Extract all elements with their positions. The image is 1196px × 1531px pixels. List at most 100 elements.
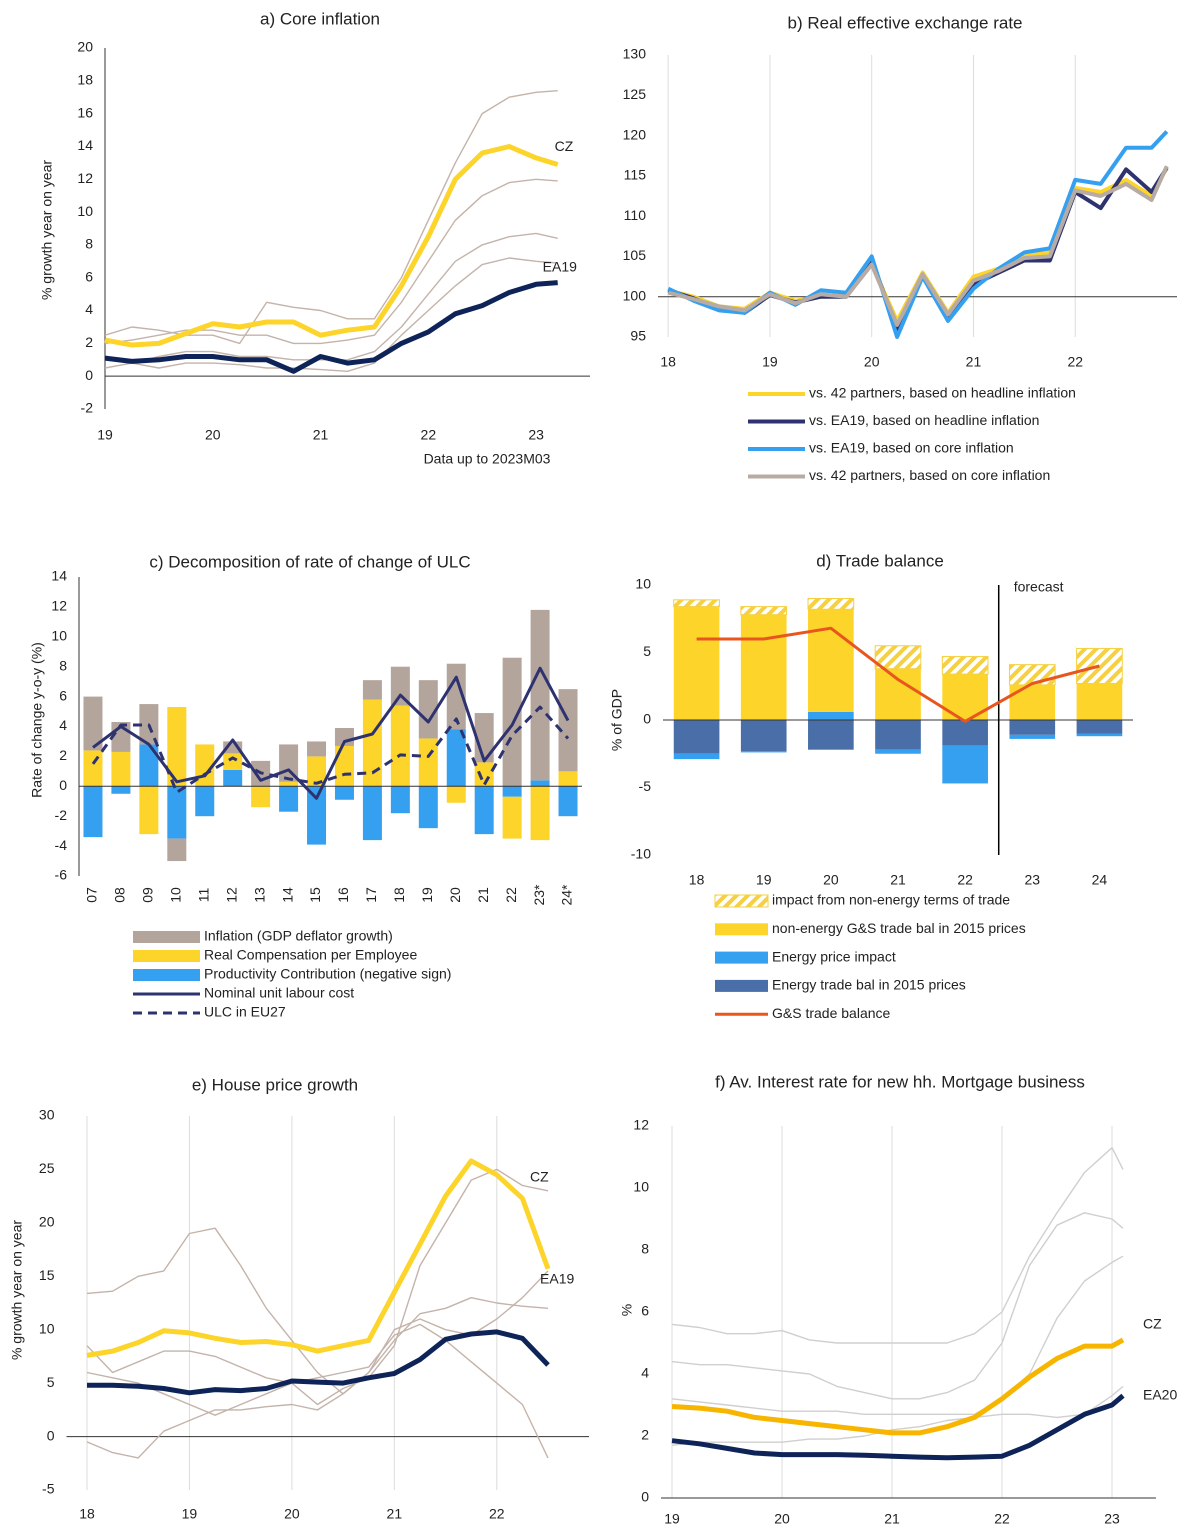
series-line [104, 257, 558, 372]
bar-segment [1076, 733, 1123, 737]
bar-segment [740, 751, 787, 753]
legend-label: non-energy G&S trade bal in 2015 prices [772, 920, 1026, 936]
series-line [671, 1393, 1125, 1461]
y-tick-label: 10 [635, 576, 651, 592]
x-tick-label: 23* [531, 884, 547, 906]
bar-segment [83, 696, 103, 751]
bar-segment [167, 838, 187, 862]
y-tick-label: 10 [77, 203, 93, 219]
x-tick-label: 21 [387, 1506, 403, 1522]
x-tick-label: 14 [279, 887, 295, 903]
bar-segment [139, 744, 159, 787]
series-label: EA20 [1143, 1386, 1177, 1402]
y-tick-label: 14 [77, 137, 93, 153]
bar-segment [334, 786, 354, 800]
legend-label: G&S trade balance [772, 1005, 891, 1021]
legend-label: vs. EA19, based on core inflation [809, 440, 1014, 456]
bar-segment [1076, 683, 1123, 720]
chart-title: b) Real effective exchange rate [788, 13, 1023, 32]
legend-label: vs. 42 partners, based on core inflation [809, 467, 1050, 483]
bar-segment [279, 781, 299, 787]
bar-segment [167, 707, 187, 787]
y-tick-label: -6 [55, 867, 68, 883]
y-tick-label: 120 [623, 126, 647, 142]
x-tick-label: 21 [966, 354, 982, 370]
series-line [104, 90, 558, 345]
y-tick-label: 10 [39, 1320, 55, 1336]
x-tick-label: 18 [79, 1506, 95, 1522]
chart-title: d) Trade balance [816, 551, 944, 570]
x-tick-label: 09 [140, 887, 156, 903]
bar-segment [474, 762, 494, 787]
y-tick-label: 105 [623, 247, 647, 263]
series-label: CZ [530, 1169, 549, 1185]
y-tick-label: 4 [85, 301, 93, 317]
y-tick-label: 95 [630, 328, 646, 344]
bar-segment [875, 668, 921, 720]
y-tick-label: 16 [77, 104, 93, 120]
legend-label: Productivity Contribution (negative sign… [204, 966, 451, 982]
x-tick-label: 22 [421, 427, 437, 443]
legend-swatch [715, 951, 768, 964]
bar-segment [1009, 734, 1056, 739]
x-tick-label: 22 [957, 872, 973, 888]
bar-segment [807, 598, 855, 610]
x-tick-label: 18 [391, 887, 407, 903]
x-tick-label: 11 [195, 888, 211, 903]
legend-swatch [714, 894, 769, 908]
series-line [86, 1158, 551, 1358]
y-tick-label: 5 [643, 643, 651, 659]
y-tick-label: 10 [633, 1179, 649, 1195]
bar-segment [673, 599, 720, 608]
series-line [671, 1385, 1124, 1446]
x-tick-label: 19 [756, 872, 772, 888]
y-tick-label: 25 [39, 1160, 55, 1176]
series-line [696, 626, 1100, 723]
series-line [671, 1337, 1125, 1436]
series-label: EA19 [540, 1271, 574, 1287]
bar-segment [942, 745, 988, 784]
series-line [671, 1255, 1124, 1415]
x-tick-label: 19 [664, 1511, 680, 1527]
series-line [671, 1212, 1124, 1400]
series-line [104, 280, 558, 374]
legend-label: Real Compensation per Employee [204, 947, 417, 963]
x-tick-label: 22 [503, 887, 519, 903]
legend-swatch [133, 931, 200, 943]
bar-segment [223, 769, 243, 787]
x-tick-label: 24* [559, 884, 575, 906]
bar-segment [418, 786, 438, 829]
y-tick-label: 5 [47, 1374, 55, 1390]
y-tick-label: -4 [55, 837, 68, 853]
chart-title: f) Av. Interest rate for new hh. Mortgag… [715, 1072, 1085, 1091]
y-tick-label: 100 [623, 287, 647, 303]
legend-label: Inflation (GDP deflator growth) [204, 928, 393, 944]
x-tick-label: 18 [689, 872, 705, 888]
bar-segment [808, 711, 854, 720]
bar-segment [1009, 684, 1056, 720]
y-tick-label: 8 [85, 236, 93, 252]
y-axis-label: % [619, 1304, 635, 1316]
bar-segment [530, 780, 550, 787]
x-tick-label: 23 [528, 427, 544, 443]
legend-label: Energy trade bal in 2015 prices [772, 977, 966, 993]
x-tick-label: 22 [489, 1506, 505, 1522]
x-tick-label: 16 [335, 887, 351, 903]
bar-segment [1009, 720, 1056, 735]
bar-segment [740, 606, 788, 616]
y-axis-label: % of GDP [609, 689, 625, 751]
series-line [86, 1297, 549, 1459]
chart-title: c) Decomposition of rate of change of UL… [149, 552, 470, 571]
legend-label: vs. 42 partners, based on headline infla… [809, 385, 1076, 401]
y-tick-label: 30 [39, 1107, 55, 1123]
annotation: forecast [1014, 579, 1064, 595]
y-tick-label: 0 [641, 1489, 649, 1505]
y-tick-label: 15 [39, 1267, 55, 1283]
legend-label: vs. EA19, based on headline inflation [809, 412, 1039, 428]
x-tick-label: 08 [112, 887, 128, 903]
series-label: CZ [1143, 1316, 1162, 1332]
y-tick-label: 125 [623, 86, 647, 102]
note: Data up to 2023M03 [424, 451, 551, 467]
